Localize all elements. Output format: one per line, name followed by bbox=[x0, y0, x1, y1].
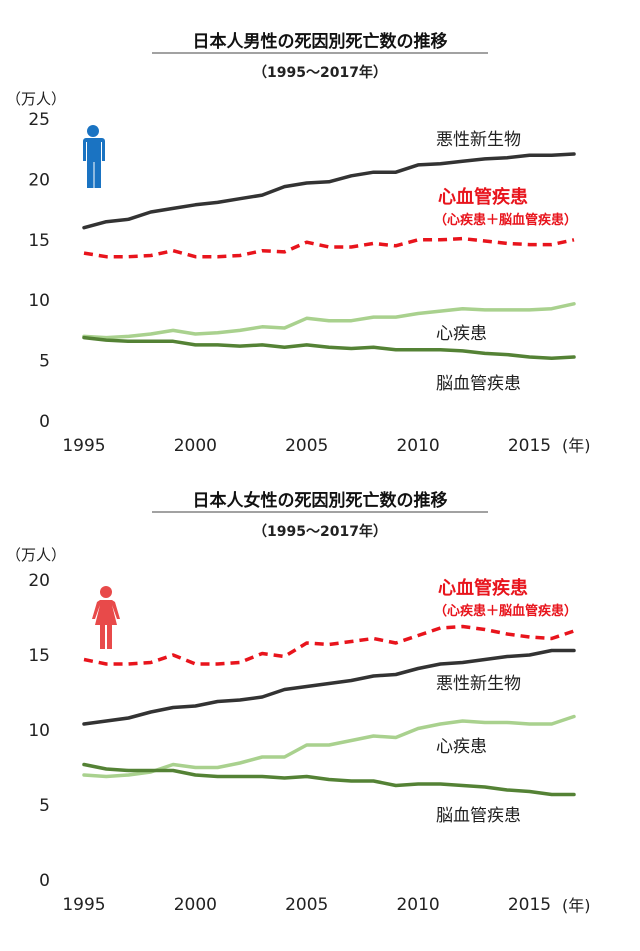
x-tick-label: 1995 bbox=[62, 895, 105, 915]
x-tick-label: 2015 bbox=[508, 895, 551, 915]
y-tick-label: 0 bbox=[39, 871, 50, 891]
x-tick-label: 2005 bbox=[285, 895, 328, 915]
x-tick-label: 2005 bbox=[285, 436, 328, 456]
y-tick-label: 5 bbox=[39, 352, 50, 372]
male-person-icon bbox=[83, 125, 105, 188]
chart-title: 日本人男性の死因別死亡数の推移 bbox=[193, 31, 448, 52]
y-tick-label: 10 bbox=[28, 721, 50, 741]
series-line-1 bbox=[82, 648, 576, 726]
series-label-cardiovascular: 心血管疾患 bbox=[438, 577, 528, 599]
series-line-3 bbox=[82, 762, 576, 797]
series-label-cancer: 悪性新生物 bbox=[436, 674, 521, 694]
series-label-cerebrovascular: 脳血管疾患 bbox=[436, 806, 521, 826]
series-label-heart-disease: 心疾患 bbox=[436, 324, 487, 344]
x-axis-unit-label: (年) bbox=[562, 436, 591, 455]
y-tick-label: 20 bbox=[28, 571, 50, 591]
male-chart: 日本人男性の死因別死亡数の推移 （1995～2017年） （万人） (年) 0 5… bbox=[6, 31, 591, 456]
series-line-2 bbox=[82, 302, 576, 340]
y-tick-label: 15 bbox=[28, 646, 50, 666]
y-tick-label: 10 bbox=[28, 291, 50, 311]
series-line-1 bbox=[83, 236, 575, 259]
x-tick-label: 2015 bbox=[508, 436, 551, 456]
y-tick-label: 0 bbox=[39, 412, 50, 432]
series-label-cerebrovascular: 脳血管疾患 bbox=[436, 374, 521, 394]
x-tick-label: 2010 bbox=[396, 895, 439, 915]
y-tick-label: 15 bbox=[28, 231, 50, 251]
x-tick-label: 2000 bbox=[174, 436, 217, 456]
y-axis-unit-label: （万人） bbox=[6, 546, 66, 564]
series-sublabel-cardiovascular: （心疾患＋脳血管疾患） bbox=[434, 603, 577, 619]
y-tick-label: 20 bbox=[28, 170, 50, 190]
series-line-2 bbox=[82, 714, 576, 779]
chart-subtitle: （1995～2017年） bbox=[253, 64, 387, 81]
female-chart: 日本人女性の死因別死亡数の推移 （1995～2017年） （万人） (年) 0 5… bbox=[6, 490, 591, 915]
y-tick-label: 25 bbox=[28, 110, 50, 130]
series-label-heart-disease: 心疾患 bbox=[436, 737, 487, 757]
chart-subtitle: （1995～2017年） bbox=[253, 523, 387, 540]
x-tick-label: 2000 bbox=[174, 895, 217, 915]
y-axis-unit-label: （万人） bbox=[6, 90, 66, 108]
series-label-cardiovascular: 心血管疾患 bbox=[438, 186, 528, 208]
y-tick-label: 5 bbox=[39, 796, 50, 816]
series-label-cancer: 悪性新生物 bbox=[436, 130, 521, 150]
series-line-0 bbox=[83, 624, 575, 666]
series-line-3 bbox=[82, 335, 576, 360]
female-person-icon bbox=[92, 586, 120, 649]
series-sublabel-cardiovascular: （心疾患＋脳血管疾患） bbox=[434, 212, 577, 228]
x-tick-label: 1995 bbox=[62, 436, 105, 456]
x-tick-label: 2010 bbox=[396, 436, 439, 456]
series-line-0 bbox=[82, 152, 576, 230]
x-axis-unit-label: (年) bbox=[562, 896, 591, 915]
chart-title: 日本人女性の死因別死亡数の推移 bbox=[193, 490, 448, 511]
